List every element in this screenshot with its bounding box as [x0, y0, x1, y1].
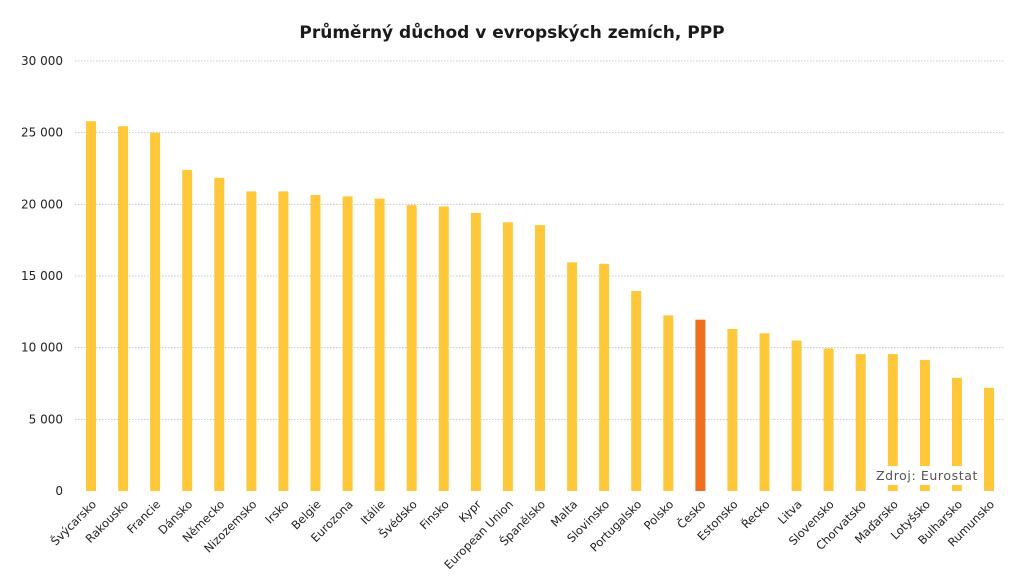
source-label: Zdroj: Eurostat: [872, 466, 982, 485]
bar-8: [342, 196, 353, 491]
y-axis-ticks: 0 5 000 10 000 15 000 20 000 25 000 30 000: [21, 54, 63, 498]
bar-27: [951, 377, 962, 491]
bar-11: [438, 206, 449, 491]
bar-17: [631, 291, 642, 491]
bar-21: [759, 333, 770, 491]
bar-9: [374, 198, 385, 491]
bar-26: [919, 359, 930, 491]
bar-3: [182, 169, 193, 491]
chart-title: Průměrný důchod v evropských zemích, PPP: [299, 21, 724, 43]
bar-25: [887, 354, 898, 491]
y-tick-label: 20 000: [21, 197, 63, 211]
x-tick-label: Litva: [775, 497, 805, 527]
bar-0: [86, 121, 96, 491]
bar-4: [214, 177, 225, 492]
x-tick-label: Irsko: [262, 497, 291, 526]
x-tick-label: Kypr: [456, 497, 484, 525]
bar-28: [984, 387, 994, 491]
bar-5: [246, 191, 257, 491]
bar-24: [855, 354, 866, 491]
bar-18: [663, 315, 674, 491]
y-tick-label: 5 000: [29, 412, 63, 426]
y-tick-label: 15 000: [21, 269, 63, 283]
bar-7: [310, 195, 321, 491]
x-tick-label: Finsko: [417, 497, 452, 532]
y-tick-label: 30 000: [21, 54, 63, 68]
bar-2: [150, 132, 161, 491]
bar-16: [599, 263, 610, 491]
bar-14: [535, 225, 545, 491]
bar-23: [823, 348, 834, 491]
y-tick-label: 10 000: [21, 341, 63, 355]
y-tick-label: 0: [55, 484, 63, 498]
bar-22: [791, 340, 802, 491]
bar-19: [695, 319, 706, 491]
bar-1: [118, 126, 129, 491]
x-tick-label: Řecko: [738, 497, 773, 532]
bar-20: [727, 329, 738, 491]
bar-12: [470, 212, 481, 491]
bar-6: [278, 191, 289, 491]
bar-13: [502, 222, 513, 492]
bars: [86, 121, 994, 492]
bar-15: [567, 262, 578, 491]
y-tick-label: 25 000: [21, 126, 63, 140]
x-tick-label: Polsko: [641, 497, 676, 532]
bar-10: [406, 205, 417, 491]
x-axis-ticks: ŠvýcarskoRakouskoFrancieDánskoNěmeckoNiz…: [47, 497, 997, 572]
